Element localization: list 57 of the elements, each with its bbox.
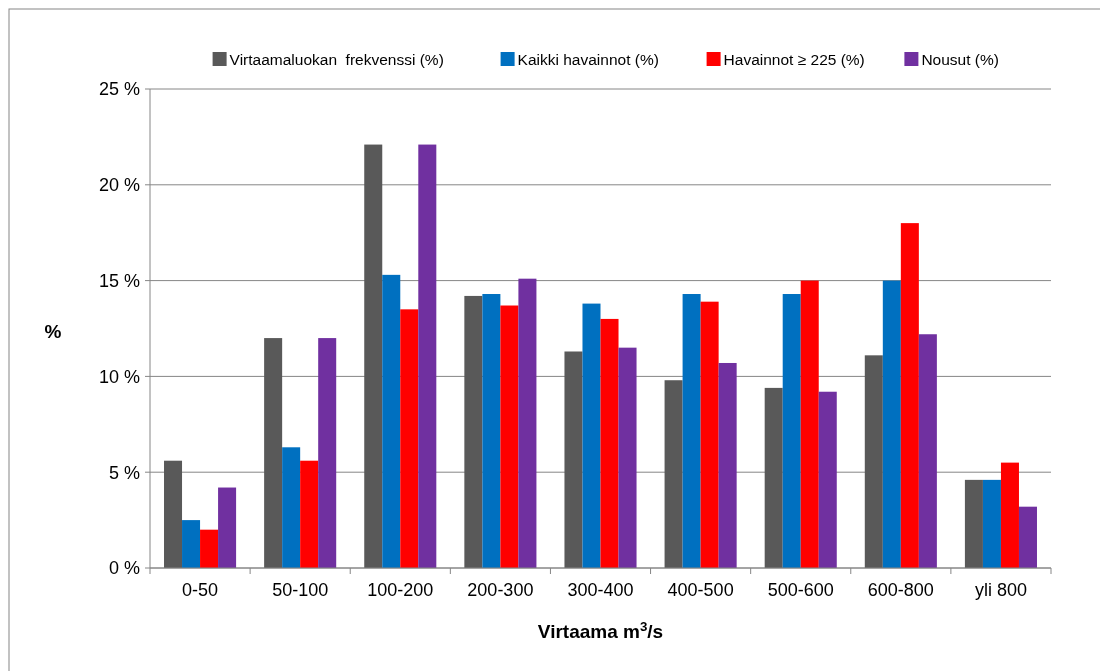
bar [464,295,483,568]
bar [500,305,519,568]
x-tick-label: 500-600 [767,580,834,600]
bar [782,294,801,568]
y-tick-label: 20 % [98,175,140,196]
bar [982,479,1001,568]
bar [600,318,619,568]
legend-label: Kaikki havainnot (%) [517,51,659,69]
bar [182,520,201,568]
bar [764,387,783,568]
y-tick-label: 25 % [98,79,140,100]
bar [482,294,501,568]
bar [664,380,683,568]
bar [818,391,837,568]
bar [318,338,337,568]
bar [364,144,383,568]
bar [564,351,583,568]
x-tick-label: 600-800 [867,580,934,600]
bar [518,278,537,568]
bar [400,309,419,568]
x-tick-label: 100-200 [367,580,434,600]
bar [1018,506,1037,568]
legend-label: Virtaamaluokan frekvenssi (%) [229,51,444,69]
x-tick-label: 200-300 [467,580,534,600]
bar [164,460,183,568]
x-axis-title: Virtaama m$^{3}$/s [537,618,664,642]
x-tick-label: 400-500 [667,580,734,600]
bar [300,460,319,568]
y-tick-label: 0 % [108,558,140,579]
bar [700,301,719,568]
bar [800,280,819,568]
bar [1000,462,1019,568]
bar [882,280,901,568]
legend-label: Nousut (%) [921,51,999,69]
bar [964,479,983,568]
x-tick-label: 300-400 [567,580,634,600]
bar [382,274,401,568]
bar [718,362,737,568]
x-tick-label: yli 800 [974,580,1027,600]
bar [200,529,219,568]
bar [582,303,601,568]
bar [864,355,883,568]
bar [282,447,301,568]
legend-label: Havainnot ≥ 225 (%) [723,51,865,69]
bar [918,334,937,568]
bar [418,144,437,568]
bar [218,487,237,568]
bar [264,338,283,568]
bar [900,223,919,568]
bar [682,294,701,568]
y-tick-label: 5 % [108,462,140,483]
x-tick-label: 0-50 [182,580,219,600]
x-tick-label: 50-100 [272,580,329,600]
y-tick-label: 15 % [98,270,140,291]
bar [618,347,637,568]
y-axis-title: % [44,321,62,342]
y-tick-label: 10 % [98,366,140,387]
